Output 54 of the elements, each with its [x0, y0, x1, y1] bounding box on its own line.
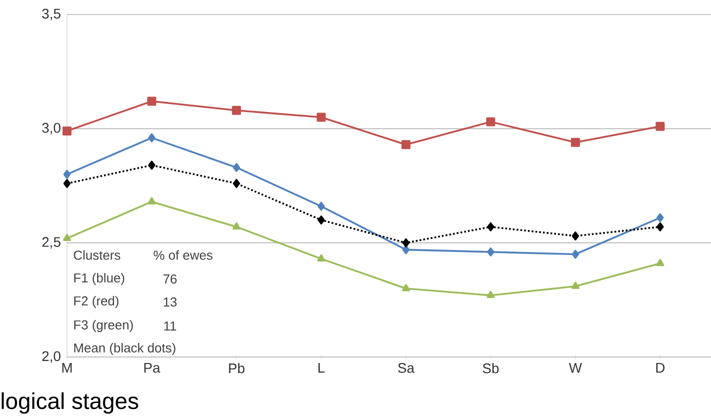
point: [656, 258, 664, 266]
point: [656, 213, 664, 222]
x-tick-label: Sa: [398, 363, 414, 373]
point: [148, 197, 156, 204]
point: [316, 112, 326, 122]
y-tick-label: 2,5: [42, 237, 60, 249]
point: [62, 234, 72, 241]
point: [318, 202, 325, 211]
point: [572, 250, 580, 259]
point: [401, 140, 410, 150]
point: [571, 282, 580, 289]
annotation: % of ewes: [154, 250, 212, 260]
point: [318, 216, 325, 224]
annotation: F3 (green): [74, 320, 133, 332]
point: [317, 254, 326, 262]
annotation: 11: [164, 322, 176, 330]
x-tick-label: M: [62, 363, 72, 373]
point: [148, 133, 156, 142]
x-tick-label: L: [318, 363, 325, 373]
annotation: 13: [164, 297, 177, 307]
y-tick-label: 3,0: [42, 122, 60, 134]
point: [656, 222, 664, 232]
annotation: 76: [163, 274, 177, 284]
point: [63, 170, 71, 179]
x-tick-label: D: [656, 363, 665, 373]
x-tick-label: W: [568, 363, 582, 373]
annotation: F2 (red): [74, 296, 118, 308]
point: [232, 178, 240, 188]
point: [570, 138, 580, 147]
point: [487, 222, 494, 232]
point: [63, 178, 71, 188]
annotation: Clusters: [74, 250, 120, 260]
point: [147, 96, 156, 106]
point: [656, 122, 665, 131]
y-tick-label: 3,5: [42, 8, 60, 20]
point: [402, 238, 410, 248]
point: [232, 162, 240, 172]
annotation: Mean (black dots): [74, 342, 176, 356]
y-tick-label: 2,0: [42, 351, 60, 363]
point: [232, 222, 240, 230]
point: [148, 160, 156, 170]
point: [486, 290, 495, 298]
x-tick-label: Sb: [482, 363, 499, 374]
point: [62, 126, 72, 136]
x-axis-title: logical stages: [2, 392, 138, 414]
x-tick-label: Pb: [229, 363, 244, 374]
point: [232, 106, 241, 115]
point: [402, 284, 410, 292]
x-tick-label: Pa: [144, 363, 160, 373]
point: [402, 245, 410, 254]
point: [486, 117, 496, 126]
point: [487, 247, 494, 256]
point: [572, 231, 580, 240]
annotation: F1 (blue): [74, 272, 124, 286]
